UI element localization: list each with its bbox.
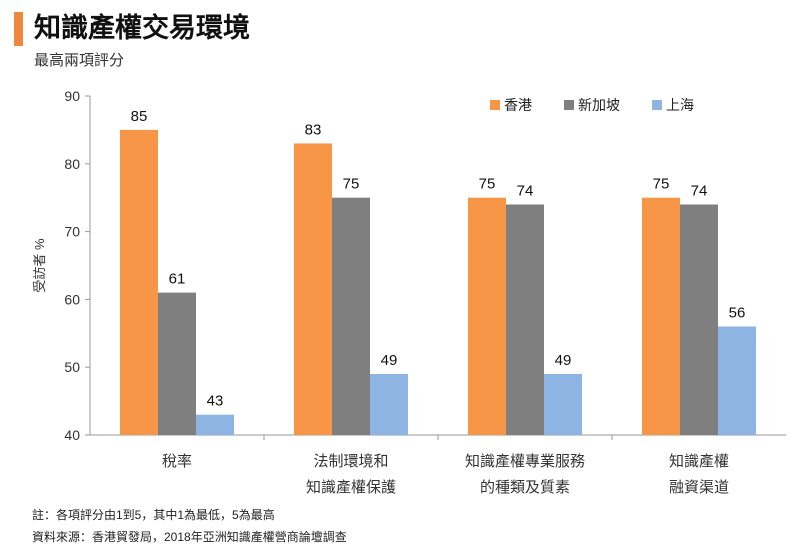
- bar: [196, 414, 234, 435]
- data-label: 75: [479, 176, 496, 193]
- y-tick-label: 50: [64, 359, 80, 375]
- x-category-label: 的種類及質素: [480, 478, 570, 496]
- x-category-label: 稅率: [162, 453, 192, 470]
- data-label: 85: [131, 108, 148, 125]
- data-label: 49: [555, 352, 572, 369]
- data-label: 43: [207, 393, 224, 410]
- bar: [370, 373, 408, 435]
- data-label: 83: [305, 121, 322, 138]
- footnote: 註：各項評分由1到5，其中1為最低，5為最高: [32, 508, 275, 522]
- title-accent-bar: [14, 12, 23, 46]
- data-label: 49: [381, 352, 398, 369]
- legend-label: 新加坡: [578, 97, 620, 113]
- bar: [120, 129, 158, 435]
- x-category-label: 知識產權: [669, 453, 729, 470]
- y-tick-label: 70: [64, 224, 80, 240]
- legend-swatch: [490, 100, 500, 110]
- page-title: 知識產權交易環境: [34, 13, 250, 43]
- bar: [718, 326, 756, 435]
- bar: [506, 204, 544, 435]
- y-tick-label: 40: [64, 427, 80, 443]
- y-tick-label: 80: [64, 156, 80, 172]
- data-label: 74: [691, 182, 708, 199]
- data-label: 56: [729, 305, 746, 322]
- data-label: 75: [343, 176, 360, 193]
- y-axis-label: 受訪者 %: [32, 238, 47, 293]
- data-label: 74: [517, 182, 534, 199]
- y-tick-label: 90: [64, 88, 80, 104]
- data-label: 61: [169, 271, 186, 288]
- bar: [544, 373, 582, 435]
- legend-label: 上海: [666, 97, 694, 113]
- bar: [468, 197, 506, 435]
- bar: [680, 204, 718, 435]
- source-note: 資料來源：香港貿發局，2018年亞洲知識產權營商論壇調查: [32, 530, 347, 544]
- bar: [294, 143, 332, 435]
- data-label: 75: [653, 176, 670, 193]
- legend-swatch: [652, 100, 662, 110]
- legend-label: 香港: [504, 97, 532, 113]
- legend-swatch: [564, 100, 574, 110]
- bar: [642, 197, 680, 435]
- x-category-label: 知識產權保護: [306, 479, 396, 496]
- x-category-label: 法制環境和: [313, 452, 388, 470]
- page-subtitle: 最高兩項評分: [34, 52, 125, 69]
- bar: [332, 197, 370, 435]
- x-category-label: 融資渠道: [669, 479, 729, 496]
- bar: [158, 292, 196, 435]
- x-category-label: 知識產權專業服務: [465, 453, 585, 470]
- y-tick-label: 60: [64, 291, 80, 307]
